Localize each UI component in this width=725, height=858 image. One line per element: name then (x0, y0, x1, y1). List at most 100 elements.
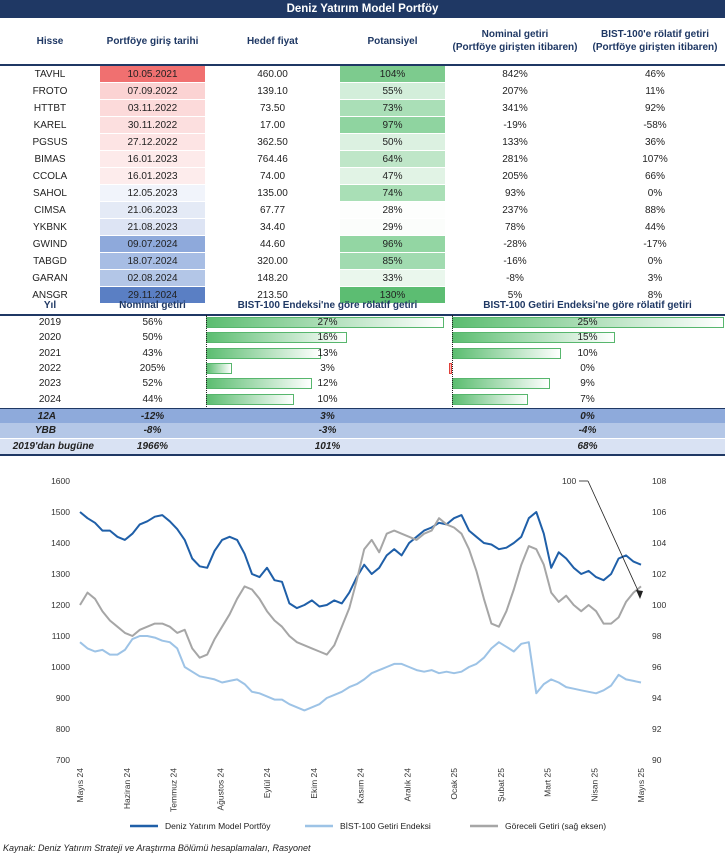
x-tick-label: Temmuz 24 (169, 768, 179, 812)
cell-hisse: GWIND (32, 239, 68, 250)
x-tick-label: Şubat 25 (496, 768, 506, 802)
cell-hedef: 34.40 (259, 222, 286, 233)
cell-hisse: YKBNK (33, 222, 67, 233)
summary-label: 12A (37, 410, 56, 422)
x-tick-label: Mart 25 (543, 768, 553, 797)
cell-yil: 2020 (38, 332, 62, 344)
cell-potansiyel: 96% (340, 236, 445, 253)
table-row: GARAN 02.08.2024 148.20 33% -8% 3% (0, 270, 725, 287)
col-header-giris: Portföye giriş tarihi (106, 35, 199, 47)
cell-rolatif: 107% (642, 154, 668, 165)
x-tick-label: Mayıs 25 (636, 768, 646, 803)
summary-row: 12A -12% 3% 0% (0, 407, 725, 423)
cell-rolatif: 0% (647, 188, 663, 199)
annotation-label: 100 (562, 476, 576, 486)
x-tick-label: Kasım 24 (356, 768, 366, 804)
col-header-nominal-getiri: Nominal getiri (119, 300, 186, 311)
x-tick-label: Mayıs 24 (75, 768, 85, 803)
cell-nominal: 50% (142, 332, 163, 344)
cell-tarih: 16.01.2023 (100, 151, 205, 168)
cell-tarih: 02.08.2024 (100, 270, 205, 287)
cell-potansiyel: 55% (340, 83, 445, 100)
col-header-bistg-rolatif: BIST-100 Getiri Endeksi'ne göre rölatif … (483, 300, 692, 311)
col-header-nominal-line2: (Portföye girişten itibaren) (452, 42, 578, 53)
cell-rolatif: 0% (647, 256, 663, 267)
cell-nominal: 842% (502, 69, 528, 80)
cell-nominal: 78% (504, 222, 525, 233)
bist-label: 10% (317, 393, 338, 405)
cell-tarih: 21.06.2023 (100, 202, 205, 219)
summary-bistg: 0% (580, 410, 595, 422)
col-header-yil: Yıl (43, 300, 57, 311)
col-header-potansiyel: Potansiyel (367, 35, 418, 47)
col-header-rolatif-line2: (Portföye girişten itibaren) (592, 42, 718, 53)
table-row: SAHOL 12.05.2023 135.00 74% 93% 0% (0, 185, 725, 202)
cell-tarih: 18.07.2024 (100, 253, 205, 270)
cell-potansiyel: 104% (340, 66, 445, 83)
bar-axis-2 (452, 315, 453, 407)
summary-bist: 3% (320, 410, 335, 422)
y-right-tick-label: 102 (652, 569, 666, 579)
cell-potansiyel: 85% (340, 253, 445, 270)
cell-potansiyel: 47% (340, 168, 445, 185)
y-left-tick-label: 1200 (51, 600, 70, 610)
cell-hedef: 139.10 (257, 86, 288, 97)
y-left-tick-label: 700 (56, 755, 70, 765)
cell-hisse: CIMSA (34, 205, 66, 216)
cell-nominal: 44% (142, 393, 163, 405)
cell-potansiyel: 130% (340, 287, 445, 304)
cell-tarih: 30.11.2022 (100, 117, 205, 134)
bistg-label: 10% (577, 347, 598, 359)
col-header-bist-rolatif: BIST-100 Endeksi'ne göre rölatif getiri (237, 300, 418, 311)
table-row: ANSGR 29.11.2024 213.50 130% 5% 8% (0, 287, 725, 304)
table-title: Deniz Yatırım Model Portföy (0, 0, 725, 18)
y-right-tick-label: 96 (652, 662, 662, 672)
cell-yil: 2023 (38, 378, 62, 390)
cell-hisse: BIMAS (34, 154, 66, 165)
source-note: Kaynak: Deniz Yatırım Strateji ve Araştı… (3, 843, 311, 853)
header-divider (0, 64, 725, 66)
series-line-1 (79, 635, 642, 712)
cell-nominal: 237% (502, 205, 528, 216)
summary-label: YBB (34, 425, 56, 437)
table-row: KAREL 30.11.2022 17.00 97% -19% -58% (0, 117, 725, 134)
cell-hedef: 44.60 (259, 239, 286, 250)
cell-potansiyel: 29% (340, 219, 445, 236)
cell-hisse: ANSGR (32, 290, 68, 301)
cell-hedef: 17.00 (259, 120, 286, 131)
cell-rolatif: 44% (644, 222, 665, 233)
y-right-tick-label: 92 (652, 724, 662, 734)
cell-hedef: 320.00 (257, 256, 288, 267)
header-divider-2 (0, 314, 725, 316)
series-line-2 (79, 517, 642, 659)
cell-nominal: 52% (142, 378, 163, 390)
col-header-nominal: Nominal getiri (Portföye girişten itibar… (445, 18, 585, 64)
year-row: 2020 50% 16% 15% (0, 330, 725, 345)
y-left-tick-label: 1500 (51, 507, 70, 517)
legend-label-0: Deniz Yatırım Model Portföy (165, 821, 271, 831)
cell-nominal: 133% (502, 137, 528, 148)
table-bottom-line (0, 454, 725, 456)
cell-hedef: 362.50 (257, 137, 288, 148)
cell-tarih: 03.11.2022 (100, 100, 205, 117)
cell-tarih: 27.12.2022 (100, 134, 205, 151)
y-left-tick-label: 800 (56, 724, 70, 734)
x-tick-label: Ağustos 24 (215, 768, 225, 811)
cell-nominal: 93% (504, 188, 525, 199)
cell-rolatif: 92% (644, 103, 665, 114)
cell-nominal: -16% (503, 256, 527, 267)
bistg-label: 9% (580, 378, 595, 390)
cell-rolatif: -17% (643, 239, 667, 250)
performance-line-chart: 700 800 900 1000 1100 1200 1300 1400 1500 1600 90 9… (51, 476, 666, 831)
cell-potansiyel: 50% (340, 134, 445, 151)
bistg-label: 15% (577, 332, 598, 344)
table-row: FROTO 07.09.2022 139.10 55% 207% 11% (0, 83, 725, 100)
cell-hisse: TAVHL (34, 69, 66, 80)
cell-rolatif: 36% (644, 137, 665, 148)
col-header-hisse: Hisse (36, 35, 64, 47)
x-tick-label: Haziran 24 (122, 768, 132, 809)
summary-bistg: -4% (578, 425, 597, 437)
cell-tarih: 21.08.2023 (100, 219, 205, 236)
y-right-tick-label: 90 (652, 755, 662, 765)
bist-label: 27% (317, 317, 338, 328)
